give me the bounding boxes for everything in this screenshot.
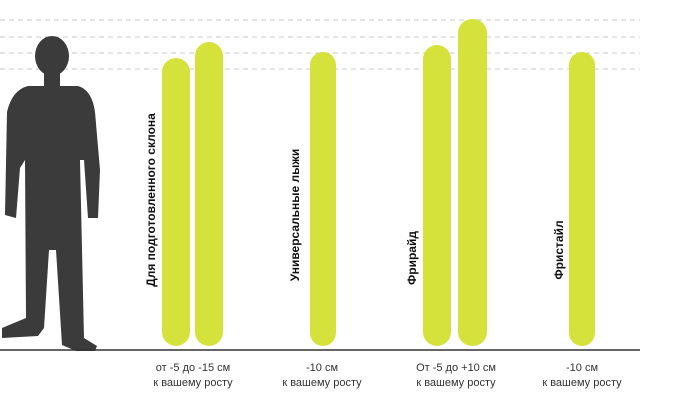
group-title: Фрирайд <box>405 231 419 285</box>
size-note: к вашему росту <box>282 377 362 389</box>
group-title: Универсальные лыжи <box>288 149 302 282</box>
size-note: От -5 до +10 см <box>416 362 496 374</box>
group-title: Фристайл <box>552 220 566 279</box>
size-note: к вашему росту <box>416 377 496 389</box>
group-title: Для подготовленного склона <box>144 113 158 287</box>
size-note: к вашему росту <box>153 377 233 389</box>
skis <box>162 19 595 346</box>
person-silhouette <box>2 36 100 351</box>
size-note: -10 см <box>566 362 598 374</box>
size-note: к вашему росту <box>542 377 622 389</box>
size-note: от -5 до -15 см <box>156 362 230 374</box>
size-note: -10 см <box>306 362 338 374</box>
